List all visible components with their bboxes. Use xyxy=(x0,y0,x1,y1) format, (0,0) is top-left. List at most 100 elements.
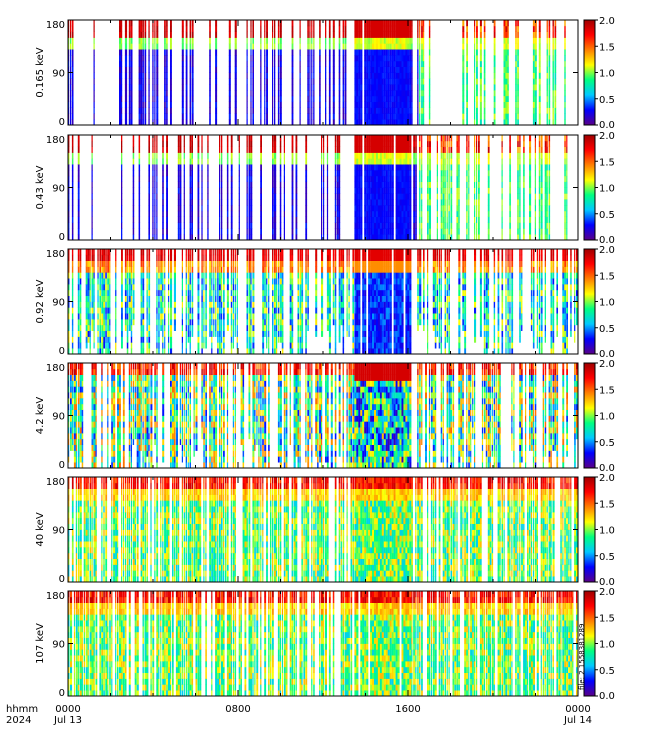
spectrogram-cell xyxy=(546,135,548,142)
spectrogram-cell xyxy=(291,119,294,126)
spectrogram-cell xyxy=(209,107,211,114)
spectrogram-cell xyxy=(105,330,107,337)
spectrogram-cell xyxy=(387,135,390,142)
spectrogram-cell xyxy=(248,170,251,177)
spectrogram-cell xyxy=(250,37,252,44)
spectrogram-cell xyxy=(409,228,412,235)
spectrogram-cell xyxy=(168,336,170,343)
spectrogram-cell xyxy=(148,289,151,296)
spectrogram-cell xyxy=(266,284,268,291)
spectrogram-cell xyxy=(334,205,337,212)
spectrogram-cell xyxy=(119,113,121,120)
spectrogram-cell xyxy=(338,66,341,73)
spectrogram-cell xyxy=(405,170,408,177)
spectrogram-cell xyxy=(399,140,402,147)
spectrogram-cell xyxy=(119,107,121,114)
spectrogram-cell xyxy=(456,158,459,165)
spectrogram-cell xyxy=(395,158,398,165)
spectrogram-cell xyxy=(291,146,294,153)
spectrogram-cell xyxy=(366,158,369,165)
spectrogram-cell xyxy=(189,266,191,273)
spectrogram-cell xyxy=(338,37,341,44)
spectrogram-cell xyxy=(79,313,82,320)
spectrogram-cell xyxy=(415,222,417,229)
spectrogram-cell xyxy=(226,249,229,256)
spectrogram-cell xyxy=(185,324,187,331)
spectrogram-cell xyxy=(156,90,159,97)
spectrogram-cell xyxy=(387,20,390,27)
spectrogram-cell xyxy=(366,55,369,62)
spectrogram-cell xyxy=(264,113,266,120)
spectrogram-cell xyxy=(307,20,309,27)
spectrogram-cell xyxy=(238,210,240,217)
spectrogram-cell xyxy=(313,31,315,38)
spectrogram-cell xyxy=(546,84,548,91)
spectrogram-cell xyxy=(548,187,551,194)
spectrogram-cell xyxy=(142,119,144,126)
spectrogram-cell xyxy=(493,31,496,38)
spectrogram-cell xyxy=(132,170,135,177)
spectrogram-cell xyxy=(189,278,191,285)
spectrogram-cell xyxy=(325,78,327,85)
spectrogram-cell xyxy=(156,107,159,114)
spectrogram-cell xyxy=(93,272,95,279)
spectrogram-cell xyxy=(383,113,386,120)
spectrogram-cell xyxy=(305,175,308,182)
spectrogram-cell xyxy=(370,216,373,223)
spectrogram-cell xyxy=(356,31,359,38)
spectrogram-cell xyxy=(221,222,223,229)
spectrogram-cell xyxy=(478,187,480,194)
spectrogram-cell xyxy=(534,187,536,194)
spectrogram-cell xyxy=(450,158,453,165)
spectrogram-cell xyxy=(476,170,478,177)
spectrogram-cell xyxy=(109,307,111,314)
spectrogram-cell xyxy=(128,113,131,120)
spectrogram-cell xyxy=(381,146,384,153)
spectrogram-cell xyxy=(283,222,285,229)
spectrogram-cell xyxy=(260,152,262,159)
spectrogram-cell xyxy=(366,228,369,235)
spectrogram-cell xyxy=(164,95,166,102)
spectrogram-cell xyxy=(191,234,193,241)
spectrogram-cell xyxy=(370,228,373,235)
spectrogram-cell xyxy=(189,90,191,97)
spectrogram-cell xyxy=(260,43,262,50)
spectrogram-cell xyxy=(260,140,262,147)
spectrogram-cell xyxy=(236,278,238,285)
spectrogram-cell xyxy=(228,60,231,67)
spectrogram-cell xyxy=(107,301,110,308)
spectrogram-cell xyxy=(368,170,371,177)
spectrogram-cell xyxy=(383,164,386,171)
spectrogram-cell xyxy=(132,295,135,302)
spectrogram-cell xyxy=(124,254,127,261)
spectrogram-cell xyxy=(307,25,309,32)
spectrogram-cell xyxy=(368,210,371,217)
spectrogram-cell xyxy=(189,210,192,217)
spectrogram-cell xyxy=(446,199,448,206)
spectrogram-cell xyxy=(450,146,453,153)
spectrogram-cell xyxy=(187,324,190,331)
spectrogram-cell xyxy=(124,278,127,285)
spectrogram-cell xyxy=(119,20,121,27)
spectrogram-cell xyxy=(403,187,406,194)
spectrogram-cell xyxy=(354,146,357,153)
spectrogram-cell xyxy=(411,78,413,85)
spectrogram-cell xyxy=(211,348,213,355)
spectrogram-cell xyxy=(338,152,341,159)
spectrogram-cell xyxy=(130,249,133,256)
spectrogram-cell xyxy=(319,20,321,27)
spectrogram-cell xyxy=(309,37,311,44)
spectrogram-cell xyxy=(264,101,266,108)
spectrogram-cell xyxy=(252,324,255,331)
spectrogram-cell xyxy=(109,336,111,343)
spectrogram-cell xyxy=(128,60,131,67)
spectrogram-cell xyxy=(419,20,421,27)
spectrogram-cell xyxy=(366,170,369,177)
spectrogram-cell xyxy=(291,25,294,32)
spectrogram-cell xyxy=(299,84,301,91)
spectrogram-cell xyxy=(387,55,390,62)
spectrogram-cell xyxy=(268,295,270,302)
spectrogram-cell xyxy=(517,49,519,56)
spectrogram-cell xyxy=(385,135,388,142)
spectrogram-cell xyxy=(185,113,188,120)
